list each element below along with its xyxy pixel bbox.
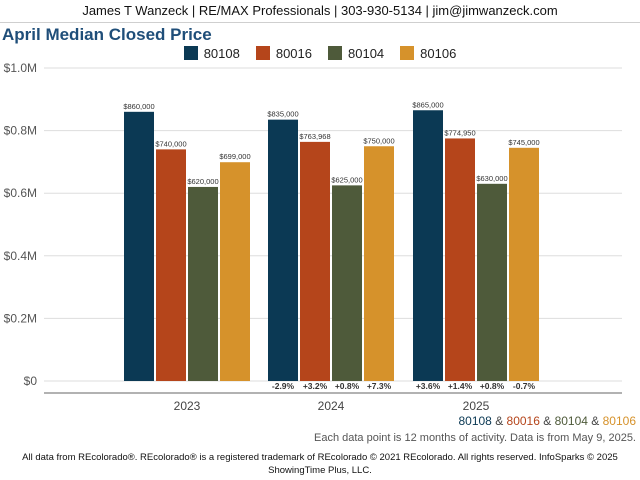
footer-line-1: All data from REcolorado®. REcolorado® i… [22, 452, 618, 463]
data-label: $745,000 [508, 138, 539, 147]
data-label: $750,000 [363, 136, 394, 145]
footer-line-2: ShowingTime Plus, LLC. [268, 465, 372, 476]
y-tick-label: $0.8M [4, 124, 37, 138]
data-label: $740,000 [155, 139, 186, 148]
zip-legend-part: & [491, 414, 507, 428]
zip-legend-part: & [539, 414, 555, 428]
x-tick-label: 2025 [463, 399, 490, 413]
y-tick-label: $0.2M [4, 311, 37, 325]
bar-80016-2024 [300, 141, 330, 381]
bar-80106-2024 [364, 146, 394, 381]
x-tick-label: 2023 [174, 399, 201, 413]
zip-code-legend: 80108 & 80016 & 80104 & 80106 [458, 414, 636, 428]
chart-legend: 80108 80016 80104 80106 [0, 44, 640, 62]
change-label: +1.4% [448, 381, 473, 391]
data-label: $763,968 [299, 132, 330, 141]
change-label: -2.9% [272, 381, 295, 391]
change-label: +3.2% [303, 381, 328, 391]
change-label: +0.8% [335, 381, 360, 391]
legend-swatch [255, 46, 270, 60]
y-tick-label: $0.4M [4, 249, 37, 263]
data-label: $774,950 [444, 128, 475, 137]
change-label: -0.7% [513, 381, 536, 391]
legend-label: 80016 [275, 45, 312, 61]
bar-80016-2023 [156, 149, 186, 381]
legend-swatch [400, 46, 415, 60]
data-note: Each data point is 12 months of activity… [313, 432, 636, 444]
zip-legend-part: & [587, 414, 603, 428]
legend-item-80016: 80016 [255, 44, 312, 62]
zip-legend-part: 80106 [602, 414, 636, 428]
legend-label: 80106 [420, 45, 457, 61]
zip-legend-part: 80016 [506, 414, 540, 428]
data-label: $865,000 [412, 100, 443, 109]
data-label: $625,000 [331, 175, 362, 184]
bar-80108-2025 [413, 110, 443, 381]
bar-80104-2025 [477, 183, 507, 381]
data-label: $620,000 [187, 177, 218, 186]
bar-80104-2023 [188, 186, 218, 381]
bar-80016-2025 [445, 138, 475, 381]
change-label: +0.8% [480, 381, 505, 391]
footer: All data from REcolorado®. REcolorado® i… [0, 451, 640, 477]
bar-80104-2024 [332, 185, 362, 381]
legend-item-80108: 80108 [183, 44, 240, 62]
agent-header: James T Wanzeck | RE/MAX Professionals |… [0, 0, 640, 23]
x-tick-label: 2024 [318, 399, 345, 413]
legend-swatch [328, 46, 342, 60]
legend-item-80106: 80106 [400, 44, 456, 62]
zip-legend-part: 80104 [554, 414, 588, 428]
bar-80106-2023 [220, 162, 250, 381]
zip-legend-part: 80108 [458, 414, 492, 428]
data-label: $860,000 [123, 102, 154, 111]
y-tick-label: $0.6M [4, 186, 37, 200]
chart-title: April Median Closed Price [2, 25, 212, 44]
legend-label: 80104 [348, 45, 385, 61]
legend-item-80104: 80104 [328, 44, 384, 62]
agent-header-text: James T Wanzeck | RE/MAX Professionals |… [82, 3, 558, 18]
legend-swatch [183, 46, 198, 60]
data-label: $835,000 [267, 110, 298, 119]
change-label: +3.6% [416, 381, 441, 391]
change-label: +7.3% [367, 381, 392, 391]
bar-80108-2024 [268, 119, 298, 382]
legend-label: 80108 [203, 45, 240, 61]
bar-80106-2025 [509, 147, 539, 381]
y-tick-label: $1.0M [4, 61, 37, 75]
data-label: $699,000 [219, 152, 250, 161]
bar-80108-2023 [124, 111, 154, 381]
data-label: $630,000 [476, 174, 507, 183]
y-tick-label: $0 [24, 374, 38, 388]
